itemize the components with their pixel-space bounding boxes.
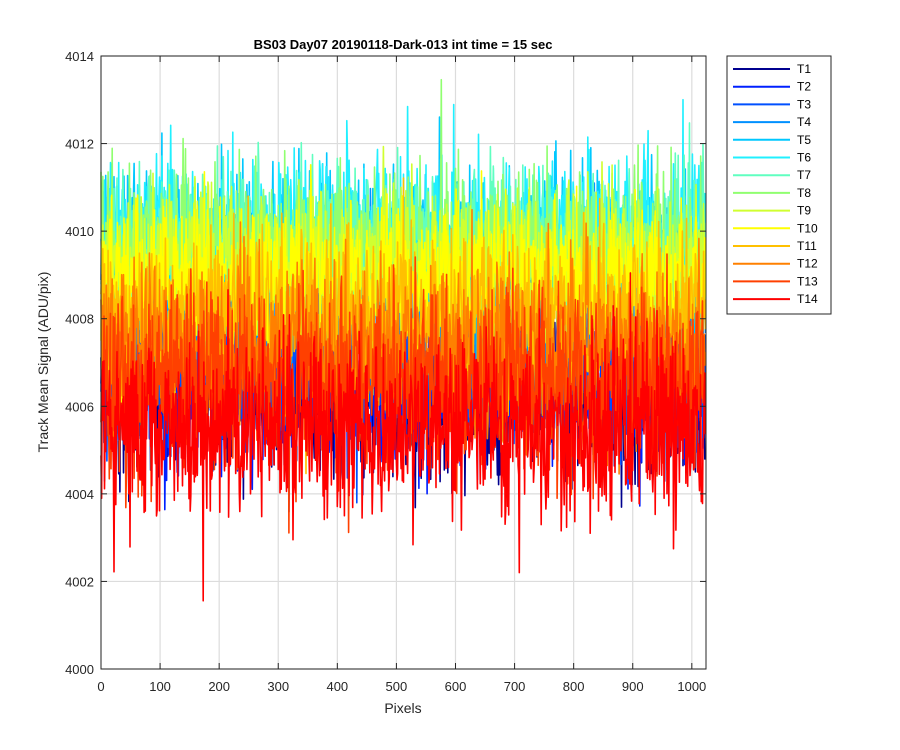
legend-label-t9: T9 — [797, 204, 811, 218]
y-tick-label: 4000 — [65, 662, 94, 677]
y-tick-label: 4006 — [65, 399, 94, 414]
legend-label-t4: T4 — [797, 115, 811, 129]
y-axis-label: Track Mean Signal (ADU/pix) — [35, 272, 51, 453]
x-tick-label: 300 — [267, 679, 289, 694]
legend-label-t12: T12 — [797, 257, 818, 271]
series-lines — [100, 78, 707, 602]
y-tick-label: 4014 — [65, 49, 94, 64]
y-tick-label: 4008 — [65, 312, 94, 327]
legend-label-t8: T8 — [797, 186, 811, 200]
x-tick-label: 0 — [97, 679, 104, 694]
x-axis-label: Pixels — [384, 700, 421, 716]
legend-label-t2: T2 — [797, 80, 811, 94]
legend-label-t5: T5 — [797, 133, 811, 147]
legend-label-t11: T11 — [797, 239, 817, 253]
y-tick-label: 4004 — [65, 487, 94, 502]
x-tick-label: 200 — [208, 679, 230, 694]
y-tick-label: 4002 — [65, 574, 94, 589]
legend-label-t13: T13 — [797, 274, 818, 288]
legend-label-t1: T1 — [797, 62, 811, 76]
x-tick-label: 700 — [504, 679, 526, 694]
series-line-t14 — [100, 272, 707, 602]
y-tick-label: 4012 — [65, 137, 94, 152]
x-tick-label: 600 — [445, 679, 467, 694]
legend-label-t6: T6 — [797, 151, 811, 165]
legend-box — [726, 55, 832, 315]
x-tick-label: 400 — [326, 679, 348, 694]
legend-label-t10: T10 — [797, 221, 818, 235]
x-tick-label: 500 — [386, 679, 408, 694]
legend-label-t14: T14 — [797, 292, 818, 306]
legend-label-t7: T7 — [797, 168, 811, 182]
legend: T1 T2 T3 T4 T5 T6 T7 T8 T9 T10 T11 T12 T13 T14 — [733, 62, 818, 306]
y-tick-label: 4010 — [65, 224, 94, 239]
x-tick-label: 1000 — [677, 679, 706, 694]
x-tick-label: 100 — [149, 679, 171, 694]
x-tick-label: 800 — [563, 679, 585, 694]
plot-frame — [100, 55, 707, 670]
x-tick-label: 900 — [622, 679, 644, 694]
chart-title: BS03 Day07 20190118-Dark-013 int time = … — [254, 37, 553, 52]
legend-label-t3: T3 — [797, 97, 811, 111]
axis-ticks: 0 100 200 300 400 500 600 700 800 900 1000 4000 4002… — [65, 49, 706, 694]
